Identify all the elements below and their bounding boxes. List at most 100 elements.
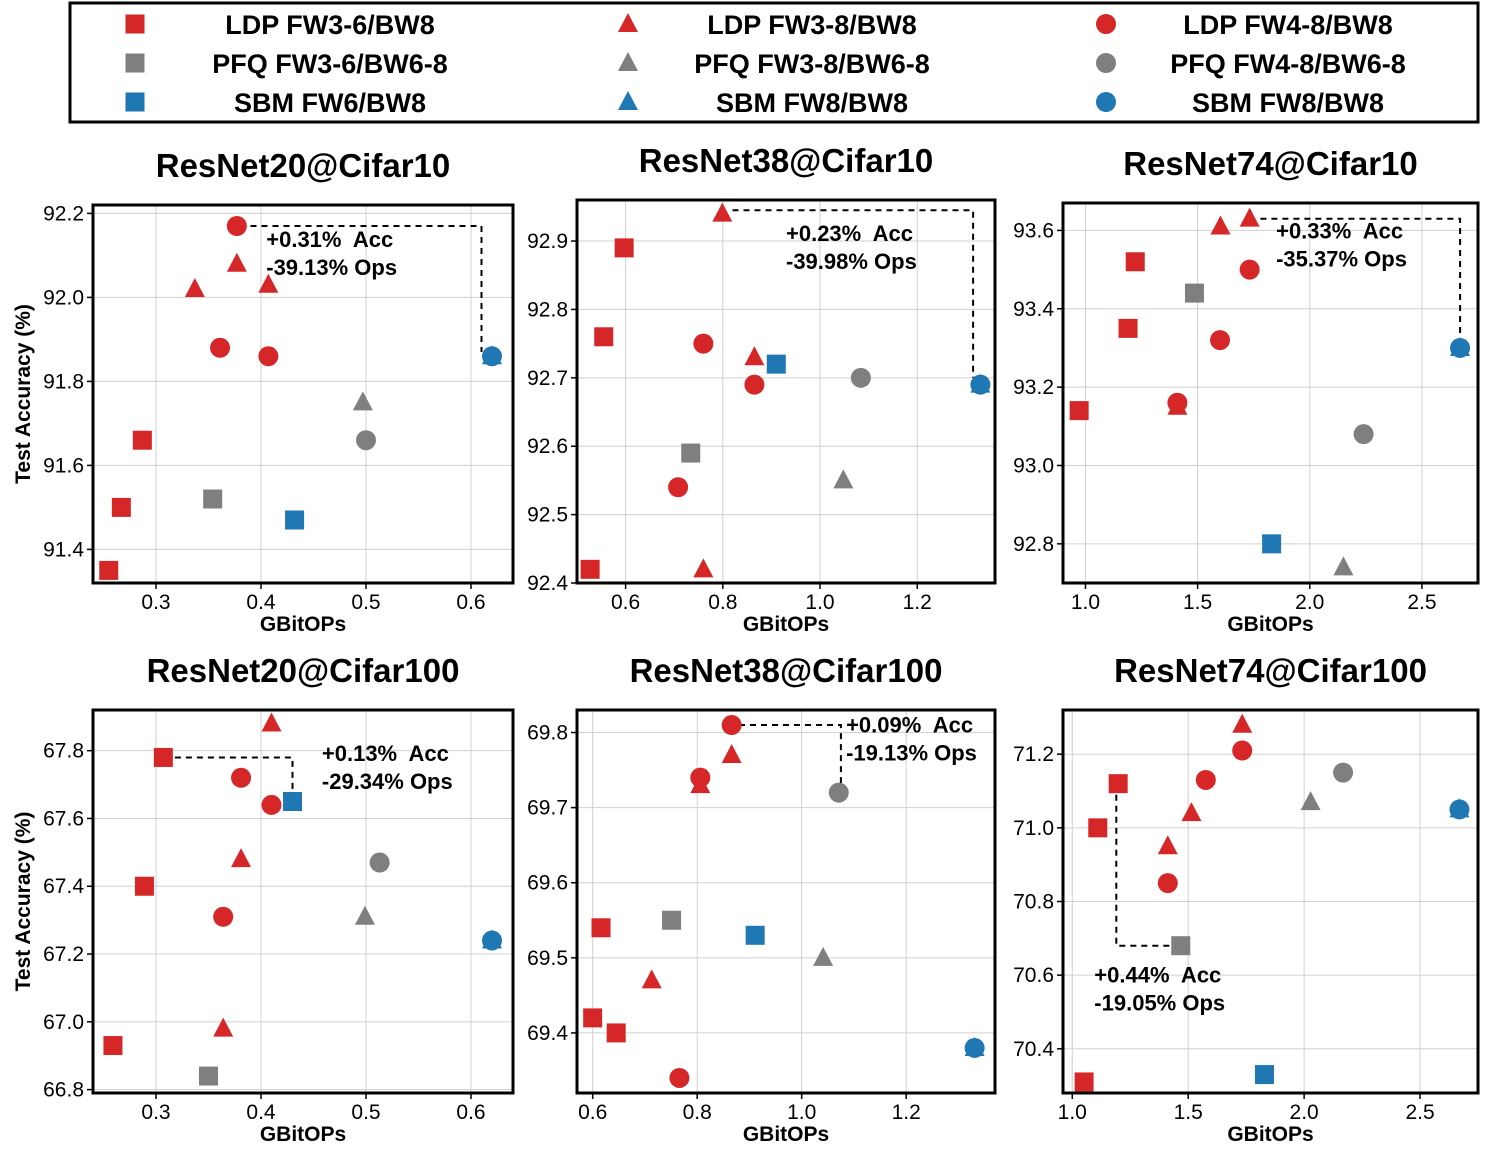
x-axis-label: GBitOPs (260, 613, 346, 636)
y-axis-label: Test Accuracy (%) (12, 304, 35, 484)
plot-frame (575, 198, 997, 585)
y-tick-label: 91.6 (43, 454, 84, 477)
data-point-ldp-circle (690, 767, 711, 788)
data-point-sbm-circle (964, 1037, 985, 1058)
chart-title: ResNet74@Cifar100 (1114, 652, 1427, 689)
data-point-ldp-circle (213, 906, 234, 927)
data-point-ldp-square (1125, 252, 1145, 272)
data-point-ldp-circle (693, 333, 714, 354)
data-point-pfq-circle (828, 782, 849, 803)
x-tick-label: 1.5 (1174, 1101, 1203, 1124)
data-point-ldp-circle (231, 767, 252, 788)
data-point-ldp-square (1069, 401, 1089, 421)
x-axis-label: GBitOPs (1227, 613, 1313, 636)
x-tick-label: 2.5 (1407, 591, 1436, 614)
data-point-ldp-circle (261, 794, 282, 815)
data-point-pfq-triangle (813, 946, 834, 966)
data-point-ldp-triangle (231, 848, 252, 868)
legend-label: PFQ FW4-8/BW6-8 (1170, 49, 1406, 79)
data-point-ldp-square (153, 747, 173, 767)
legend-label: SBM FW8/BW8 (716, 88, 908, 118)
y-tick-label: 67.8 (43, 740, 84, 763)
data-point-pfq-circle (850, 367, 871, 388)
chart-panel: 0.3 0.4 0.5 0.6 66.8 67.0 67.2 67.4 67.6 67.8 ResN… (12, 652, 515, 1146)
data-point-ldp-circle (1239, 259, 1260, 280)
data-point-pfq-circle (1353, 424, 1374, 445)
legend-marker-square (125, 14, 145, 34)
legend-frame (68, 1, 1480, 124)
data-point-ldp-square (594, 327, 614, 347)
data-point-pfq-square (1171, 936, 1191, 956)
data-point-ldp-square (583, 1008, 603, 1028)
x-tick-label: 0.8 (683, 1101, 712, 1124)
plot-frame (91, 708, 515, 1095)
data-point-sbm-square (1254, 1065, 1274, 1085)
legend-marker-triangle (618, 52, 638, 71)
y-tick-label: 67.0 (43, 1011, 84, 1034)
annotation-text: +0.31% Acc (266, 227, 393, 252)
legend-label: LDP FW3-6/BW8 (225, 10, 435, 40)
chart-title: ResNet20@Cifar100 (147, 652, 460, 689)
data-point-ldp-square (132, 430, 152, 450)
legend-label: PFQ FW3-8/BW6-8 (694, 49, 930, 79)
legend-entry: LDP FW3-8/BW8 (618, 10, 917, 40)
y-tick-label: 91.4 (43, 538, 84, 561)
y-tick-label: 69.7 (527, 797, 568, 820)
data-point-sbm-square (745, 925, 765, 945)
y-tick-label: 92.8 (1013, 533, 1054, 556)
data-point-pfq-triangle (833, 469, 854, 489)
x-tick-label: 1.5 (1183, 591, 1212, 614)
data-point-pfq-square (1184, 283, 1204, 303)
annotation-text: +0.23% Acc (786, 221, 913, 246)
plot-frame (91, 203, 515, 585)
legend-entry: LDP FW4-8/BW8 (1096, 10, 1393, 40)
x-tick-label: 0.4 (246, 591, 276, 614)
y-axis-label: Test Accuracy (%) (12, 812, 35, 992)
annotation-text: +0.09% Acc (846, 713, 973, 738)
annotation-text: -19.05% Ops (1094, 991, 1225, 1016)
x-tick-label: 0.6 (611, 591, 640, 614)
legend-marker-circle (1096, 14, 1116, 34)
y-tick-label: 71.0 (1013, 817, 1054, 840)
annotation-text: -39.98% Ops (786, 249, 917, 274)
y-tick-label: 67.2 (43, 943, 84, 966)
y-tick-label: 92.7 (527, 367, 568, 390)
y-tick-label: 70.4 (1013, 1038, 1054, 1061)
data-point-ldp-triangle (721, 744, 742, 764)
annotation-connector (732, 209, 975, 378)
x-tick-label: 0.3 (141, 591, 170, 614)
legend: LDP FW3-6/BW8 LDP FW3-8/BW8 LDP FW4-8/BW8 P… (68, 1, 1480, 124)
annotation-text: -39.13% Ops (266, 255, 397, 280)
x-tick-label: 0.6 (456, 591, 485, 614)
data-point-ldp-square (606, 1023, 626, 1043)
data-point-sbm-circle (1450, 337, 1471, 358)
data-point-ldp-square (614, 238, 634, 258)
y-tick-label: 93.0 (1013, 454, 1054, 477)
data-point-ldp-triangle (1157, 835, 1178, 855)
annotation-text: +0.13% Acc (322, 741, 449, 766)
annotation-text: -19.13% Ops (846, 741, 977, 766)
annotation-text: -35.37% Ops (1276, 246, 1407, 271)
legend-entry: SBM FW8/BW8 (1096, 88, 1384, 118)
data-point-ldp-triangle (184, 278, 205, 297)
data-point-sbm-square (766, 354, 786, 374)
y-tick-label: 70.6 (1013, 964, 1054, 987)
data-point-pfq-square (662, 910, 682, 930)
y-tick-label: 66.8 (43, 1079, 84, 1102)
data-point-ldp-triangle (1232, 713, 1253, 733)
data-point-pfq-triangle (1333, 556, 1354, 576)
annotation-connector (739, 724, 842, 786)
data-point-sbm-circle (482, 346, 502, 367)
data-point-ldp-circle (744, 374, 765, 395)
annotation-connector (1115, 794, 1172, 947)
data-point-ldp-circle (1157, 873, 1178, 894)
chart-title: ResNet74@Cifar10 (1123, 145, 1418, 182)
chart-title: ResNet20@Cifar10 (156, 147, 451, 184)
data-point-pfq-square (681, 443, 701, 463)
x-tick-label: 1.0 (787, 1101, 816, 1124)
y-tick-label: 93.2 (1013, 376, 1054, 399)
legend-entry: PFQ FW4-8/BW6-8 (1096, 49, 1406, 79)
y-tick-label: 92.8 (527, 298, 568, 321)
data-point-sbm-circle (482, 930, 502, 951)
